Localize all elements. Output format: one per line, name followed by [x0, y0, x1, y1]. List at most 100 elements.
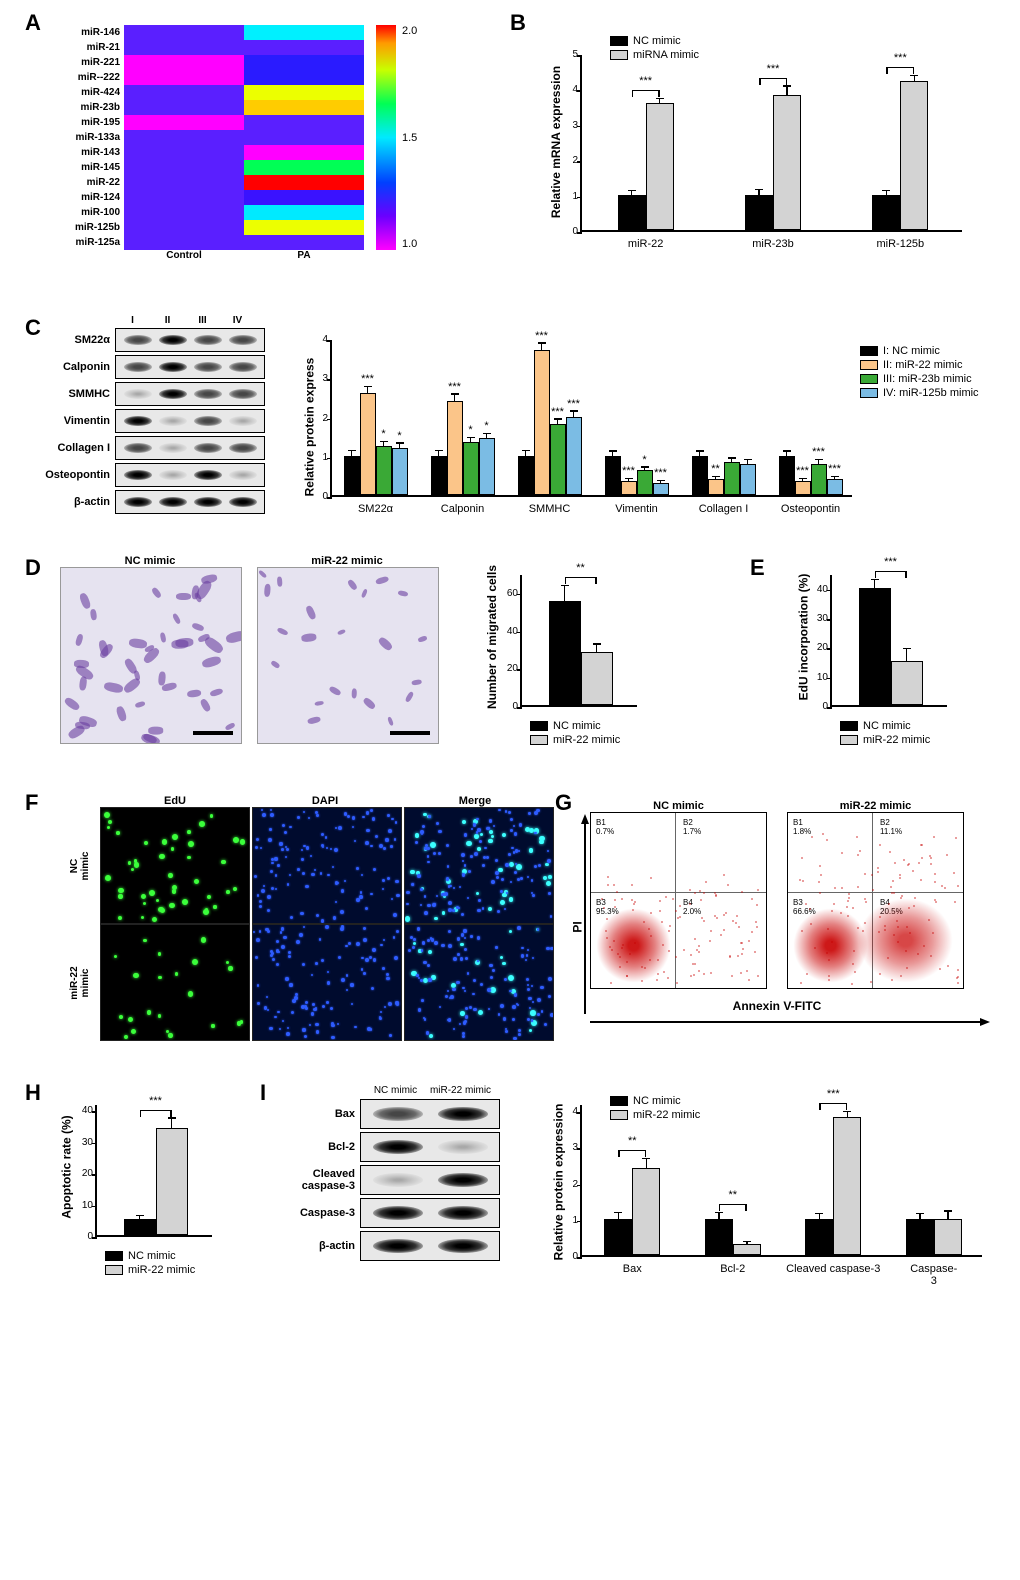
heatmap-cell [244, 235, 364, 250]
bar [795, 481, 811, 495]
bar [550, 424, 566, 495]
band [194, 470, 222, 480]
bar [705, 1219, 733, 1255]
panel-i-chart: Relative protein expression 01234Bax**Bc… [550, 1095, 1000, 1290]
bar [859, 588, 891, 705]
g-xlabel: Annexin V-FITC [590, 999, 964, 1013]
heatmap-cell [124, 190, 244, 205]
bar [646, 103, 674, 230]
d-ylabel: Number of migrated cells [485, 565, 499, 709]
blot-label: Calponin [40, 361, 115, 373]
lane: II [150, 315, 185, 326]
bar [156, 1128, 188, 1235]
bar [534, 350, 550, 495]
band [229, 362, 257, 372]
e-ylabel: EdU incorporation (%) [796, 574, 810, 701]
cb-tick: 1.0 [402, 238, 417, 250]
band [124, 362, 152, 372]
heatmap-cell [124, 25, 244, 40]
heatmap-cell [244, 40, 364, 55]
fluor-image [404, 924, 554, 1041]
band [159, 389, 187, 399]
band [159, 443, 187, 453]
bar [653, 483, 669, 495]
blot-label: Caspase-3 [285, 1207, 360, 1219]
band [373, 1206, 423, 1220]
legend: miRNA mimic [633, 49, 699, 61]
img-title: miR-22 mimic [256, 555, 438, 567]
panel-b-chart: Relative mRNA expression 012345miR-22***… [550, 35, 980, 265]
bar [431, 456, 447, 495]
heatmap-cell [124, 205, 244, 220]
bar [392, 448, 408, 495]
band [124, 389, 152, 399]
bar [708, 479, 724, 495]
bar [891, 661, 923, 705]
bar [124, 1219, 156, 1235]
fluor-image [252, 807, 402, 924]
band [194, 362, 222, 372]
legend: III: miR-23b mimic [883, 373, 972, 385]
heatmap-cell [124, 100, 244, 115]
blot-label: Bcl-2 [285, 1141, 360, 1153]
band [438, 1239, 488, 1253]
blot-label: Osteopontin [40, 469, 115, 481]
heatmap-row-label: miR-124 [50, 192, 124, 203]
heatmap-cell [244, 55, 364, 70]
band [438, 1107, 488, 1121]
band [124, 443, 152, 453]
band [159, 497, 187, 507]
heatmap-cell [124, 235, 244, 250]
panel-a-label: A [25, 10, 41, 36]
heatmap-cell [124, 220, 244, 235]
panel-c-label: C [25, 315, 41, 341]
heatmap-row-label: miR-145 [50, 162, 124, 173]
band [124, 470, 152, 480]
heatmap-cell [244, 145, 364, 160]
heatmap-cell [244, 190, 364, 205]
panel-c-blots: I II III IV SM22αCalponinSMMHCVimentinCo… [40, 315, 265, 517]
heatmap-row-label: miR-100 [50, 207, 124, 218]
band [229, 443, 257, 453]
heatmap-cell [244, 25, 364, 40]
fluor-image [404, 807, 554, 924]
bar [827, 479, 843, 495]
flow-title: miR-22 mimic [787, 800, 964, 812]
band [438, 1140, 488, 1154]
blot-label: Bax [285, 1108, 360, 1120]
heatmap-cell [124, 85, 244, 100]
heatmap-row-label: miR-21 [50, 42, 124, 53]
col-label: DAPI [250, 795, 400, 807]
col-label: EdU [100, 795, 250, 807]
heatmap-cell [244, 70, 364, 85]
panel-g-flow: PI NC mimic B10.7%B21.7%B395.3%B42.0%10¹… [590, 800, 964, 1013]
panel-h-chart: Apoptotic rate (%) 010203040*** NC mimic… [65, 1095, 265, 1290]
band [229, 470, 257, 480]
bar [692, 456, 708, 495]
blot-label: Vimentin [40, 415, 115, 427]
panel-h-label: H [25, 1080, 41, 1106]
bar [811, 464, 827, 495]
flow-quad-label: B42.0% [683, 898, 701, 916]
bar [605, 456, 621, 495]
heatmap-cell [244, 175, 364, 190]
flow-quad-label: B211.1% [880, 818, 902, 836]
bar [566, 417, 582, 496]
flow-quad-label: B21.7% [683, 818, 701, 836]
flow-quad-label: B10.7% [596, 818, 614, 836]
bar [463, 442, 479, 495]
lane: NC mimic [363, 1085, 428, 1096]
panel-e-label: E [750, 555, 765, 581]
band [194, 443, 222, 453]
heatmap-row-label: miR-23b [50, 102, 124, 113]
blot-label: SM22α [40, 334, 115, 346]
heatmap-cell [244, 160, 364, 175]
migration-mir22 [257, 567, 439, 744]
band [159, 335, 187, 345]
panel-a-heatmap: miR-146miR-21miR-221miR--222miR-424miR-2… [50, 25, 417, 261]
heatmap-row-label: miR-195 [50, 117, 124, 128]
flow-title: NC mimic [590, 800, 767, 812]
band [159, 470, 187, 480]
legend: NC mimic [633, 1095, 681, 1107]
lane: I [115, 315, 150, 326]
